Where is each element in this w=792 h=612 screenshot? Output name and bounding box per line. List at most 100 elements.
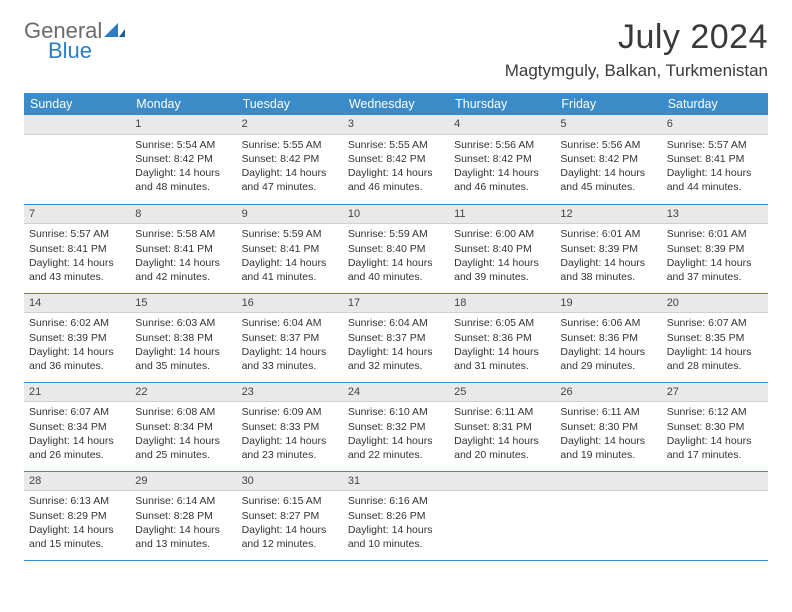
calendar-day-cell: 25Sunrise: 6:11 AMSunset: 8:31 PMDayligh… <box>449 382 555 471</box>
daylight-text: Daylight: 14 hours and 32 minutes. <box>348 345 444 373</box>
sunrise-text: Sunrise: 6:08 AM <box>135 405 231 419</box>
sunset-text: Sunset: 8:30 PM <box>667 420 763 434</box>
sunrise-text: Sunrise: 6:15 AM <box>242 494 338 508</box>
calendar-day-cell: 1Sunrise: 5:54 AMSunset: 8:42 PMDaylight… <box>130 115 236 204</box>
day-number: 18 <box>449 294 555 314</box>
sunset-text: Sunset: 8:42 PM <box>242 152 338 166</box>
sunrise-text: Sunrise: 6:00 AM <box>454 227 550 241</box>
calendar-table: Sunday Monday Tuesday Wednesday Thursday… <box>24 93 768 561</box>
daylight-text: Daylight: 14 hours and 45 minutes. <box>560 166 656 194</box>
day-number: 11 <box>449 205 555 225</box>
day-content: Sunrise: 6:13 AMSunset: 8:29 PMDaylight:… <box>24 491 130 555</box>
sunset-text: Sunset: 8:36 PM <box>454 331 550 345</box>
day-content: Sunrise: 6:06 AMSunset: 8:36 PMDaylight:… <box>555 313 661 377</box>
sunrise-text: Sunrise: 5:56 AM <box>560 138 656 152</box>
day-number: 5 <box>555 115 661 135</box>
daylight-text: Daylight: 14 hours and 40 minutes. <box>348 256 444 284</box>
logo-inner: GeneralBlue <box>24 18 126 64</box>
daylight-text: Daylight: 14 hours and 23 minutes. <box>242 434 338 462</box>
sunset-text: Sunset: 8:37 PM <box>348 331 444 345</box>
day-number <box>24 115 130 135</box>
weekday-thursday: Thursday <box>449 93 555 115</box>
calendar-day-cell: 19Sunrise: 6:06 AMSunset: 8:36 PMDayligh… <box>555 293 661 382</box>
sunset-text: Sunset: 8:34 PM <box>135 420 231 434</box>
calendar-week-row: 7Sunrise: 5:57 AMSunset: 8:41 PMDaylight… <box>24 204 768 293</box>
title-block: July 2024 Magtymguly, Balkan, Turkmenist… <box>505 18 768 81</box>
daylight-text: Daylight: 14 hours and 37 minutes. <box>667 256 763 284</box>
calendar-day-cell: 29Sunrise: 6:14 AMSunset: 8:28 PMDayligh… <box>130 471 236 560</box>
day-content: Sunrise: 6:16 AMSunset: 8:26 PMDaylight:… <box>343 491 449 555</box>
calendar-day-cell: 30Sunrise: 6:15 AMSunset: 8:27 PMDayligh… <box>237 471 343 560</box>
day-number: 4 <box>449 115 555 135</box>
day-number: 9 <box>237 205 343 225</box>
sunrise-text: Sunrise: 6:01 AM <box>667 227 763 241</box>
weekday-monday: Monday <box>130 93 236 115</box>
daylight-text: Daylight: 14 hours and 42 minutes. <box>135 256 231 284</box>
day-content: Sunrise: 6:04 AMSunset: 8:37 PMDaylight:… <box>237 313 343 377</box>
calendar-week-row: 14Sunrise: 6:02 AMSunset: 8:39 PMDayligh… <box>24 293 768 382</box>
day-content: Sunrise: 5:57 AMSunset: 8:41 PMDaylight:… <box>662 135 768 199</box>
daylight-text: Daylight: 14 hours and 12 minutes. <box>242 523 338 551</box>
day-number: 31 <box>343 472 449 492</box>
daylight-text: Daylight: 14 hours and 46 minutes. <box>348 166 444 194</box>
day-number: 10 <box>343 205 449 225</box>
calendar-day-cell: 7Sunrise: 5:57 AMSunset: 8:41 PMDaylight… <box>24 204 130 293</box>
daylight-text: Daylight: 14 hours and 29 minutes. <box>560 345 656 373</box>
daylight-text: Daylight: 14 hours and 36 minutes. <box>29 345 125 373</box>
calendar-day-cell: 14Sunrise: 6:02 AMSunset: 8:39 PMDayligh… <box>24 293 130 382</box>
day-content: Sunrise: 6:15 AMSunset: 8:27 PMDaylight:… <box>237 491 343 555</box>
sunrise-text: Sunrise: 5:56 AM <box>454 138 550 152</box>
day-number: 6 <box>662 115 768 135</box>
day-content: Sunrise: 6:11 AMSunset: 8:30 PMDaylight:… <box>555 402 661 466</box>
day-number: 19 <box>555 294 661 314</box>
day-number: 23 <box>237 383 343 403</box>
sunrise-text: Sunrise: 6:13 AM <box>29 494 125 508</box>
sunrise-text: Sunrise: 6:09 AM <box>242 405 338 419</box>
day-number: 3 <box>343 115 449 135</box>
calendar-day-cell: 24Sunrise: 6:10 AMSunset: 8:32 PMDayligh… <box>343 382 449 471</box>
day-content: Sunrise: 5:55 AMSunset: 8:42 PMDaylight:… <box>343 135 449 199</box>
daylight-text: Daylight: 14 hours and 17 minutes. <box>667 434 763 462</box>
calendar-day-cell: 2Sunrise: 5:55 AMSunset: 8:42 PMDaylight… <box>237 115 343 204</box>
day-number: 16 <box>237 294 343 314</box>
day-number: 22 <box>130 383 236 403</box>
day-content: Sunrise: 5:59 AMSunset: 8:41 PMDaylight:… <box>237 224 343 288</box>
sunrise-text: Sunrise: 6:11 AM <box>560 405 656 419</box>
day-content: Sunrise: 6:12 AMSunset: 8:30 PMDaylight:… <box>662 402 768 466</box>
daylight-text: Daylight: 14 hours and 44 minutes. <box>667 166 763 194</box>
sunset-text: Sunset: 8:27 PM <box>242 509 338 523</box>
daylight-text: Daylight: 14 hours and 33 minutes. <box>242 345 338 373</box>
day-content: Sunrise: 6:01 AMSunset: 8:39 PMDaylight:… <box>662 224 768 288</box>
sunrise-text: Sunrise: 6:04 AM <box>348 316 444 330</box>
day-number: 26 <box>555 383 661 403</box>
daylight-text: Daylight: 14 hours and 22 minutes. <box>348 434 444 462</box>
sunset-text: Sunset: 8:26 PM <box>348 509 444 523</box>
header: GeneralBlue July 2024 Magtymguly, Balkan… <box>24 18 768 81</box>
day-content: Sunrise: 6:01 AMSunset: 8:39 PMDaylight:… <box>555 224 661 288</box>
sunrise-text: Sunrise: 6:16 AM <box>348 494 444 508</box>
calendar-day-cell: 10Sunrise: 5:59 AMSunset: 8:40 PMDayligh… <box>343 204 449 293</box>
day-content: Sunrise: 6:08 AMSunset: 8:34 PMDaylight:… <box>130 402 236 466</box>
day-content: Sunrise: 6:09 AMSunset: 8:33 PMDaylight:… <box>237 402 343 466</box>
day-number: 13 <box>662 205 768 225</box>
day-content: Sunrise: 6:04 AMSunset: 8:37 PMDaylight:… <box>343 313 449 377</box>
sunset-text: Sunset: 8:39 PM <box>667 242 763 256</box>
day-content: Sunrise: 6:02 AMSunset: 8:39 PMDaylight:… <box>24 313 130 377</box>
sunrise-text: Sunrise: 6:05 AM <box>454 316 550 330</box>
logo-sail-icon <box>104 21 126 44</box>
day-content: Sunrise: 5:56 AMSunset: 8:42 PMDaylight:… <box>449 135 555 199</box>
sunrise-text: Sunrise: 5:59 AM <box>348 227 444 241</box>
sunset-text: Sunset: 8:41 PM <box>135 242 231 256</box>
day-content: Sunrise: 6:07 AMSunset: 8:34 PMDaylight:… <box>24 402 130 466</box>
calendar-body: 1Sunrise: 5:54 AMSunset: 8:42 PMDaylight… <box>24 115 768 560</box>
daylight-text: Daylight: 14 hours and 20 minutes. <box>454 434 550 462</box>
sunset-text: Sunset: 8:33 PM <box>242 420 338 434</box>
day-content: Sunrise: 6:03 AMSunset: 8:38 PMDaylight:… <box>130 313 236 377</box>
daylight-text: Daylight: 14 hours and 15 minutes. <box>29 523 125 551</box>
calendar-day-cell: 4Sunrise: 5:56 AMSunset: 8:42 PMDaylight… <box>449 115 555 204</box>
calendar-day-cell: 20Sunrise: 6:07 AMSunset: 8:35 PMDayligh… <box>662 293 768 382</box>
sunrise-text: Sunrise: 6:12 AM <box>667 405 763 419</box>
day-number: 1 <box>130 115 236 135</box>
day-content: Sunrise: 6:07 AMSunset: 8:35 PMDaylight:… <box>662 313 768 377</box>
sunrise-text: Sunrise: 6:06 AM <box>560 316 656 330</box>
